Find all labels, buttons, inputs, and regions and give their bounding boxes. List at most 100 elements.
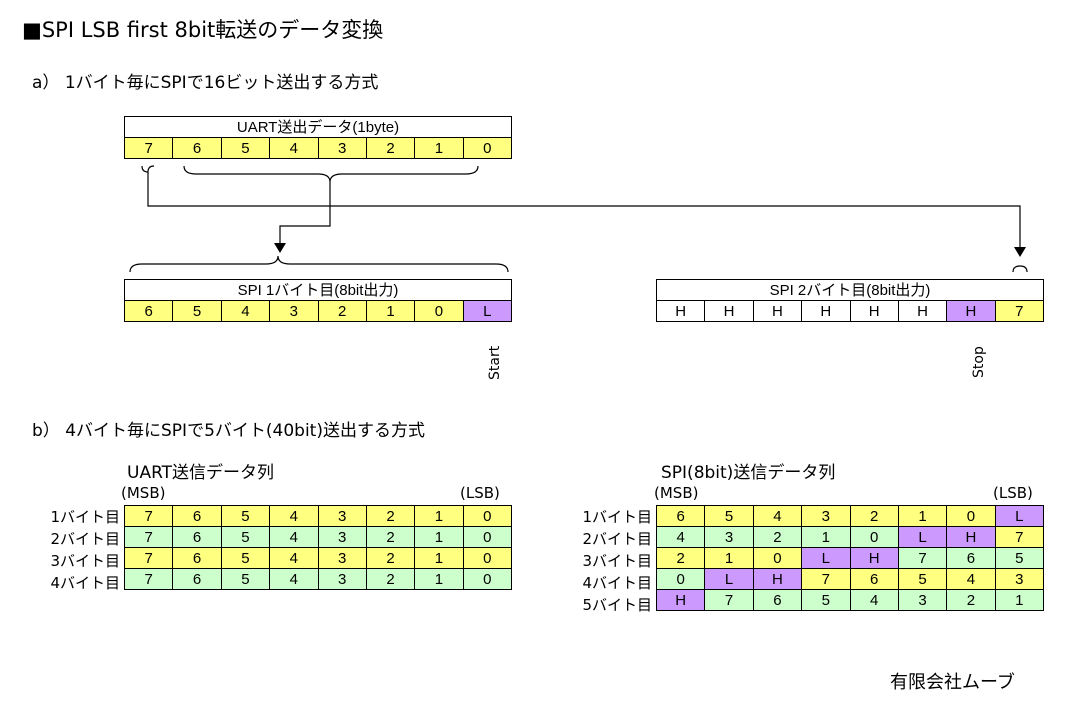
uart-sequence-title: UART送信データ列 bbox=[127, 463, 275, 483]
table-cell: 2 bbox=[365, 547, 416, 569]
table-row: 7 6 5 4 3 2 1 0 bbox=[123, 505, 513, 527]
bit7-route-line bbox=[147, 172, 1021, 248]
table-cell: 0 bbox=[655, 568, 706, 590]
table-cell: 6 bbox=[946, 547, 996, 569]
table-cell: 4 bbox=[269, 547, 319, 569]
table-cell: 1 bbox=[801, 526, 851, 548]
table-cell: 0 bbox=[946, 505, 996, 527]
table-cell: 5 bbox=[220, 568, 271, 590]
table-cell: 5 bbox=[801, 589, 851, 611]
spi-msb-label: (MSB) bbox=[654, 484, 699, 502]
table-row: 7 6 5 4 3 2 1 0 bbox=[123, 547, 513, 569]
table-cell: 5 bbox=[220, 547, 271, 569]
spi2-bit-cell: H bbox=[849, 300, 899, 322]
uart-byte-caption: UART送出データ(1byte) bbox=[124, 116, 512, 138]
table-row: 0 L H 7 6 5 4 3 bbox=[655, 568, 1045, 590]
table-cell: L bbox=[994, 505, 1045, 527]
spi2-bit-cell: H bbox=[655, 300, 706, 322]
table-cell: 3 bbox=[704, 526, 754, 548]
table-cell: 6 bbox=[655, 505, 706, 527]
table-cell: 3 bbox=[317, 568, 367, 590]
table-cell: 7 bbox=[123, 568, 174, 590]
spi1-top-brace bbox=[129, 255, 509, 273]
table-cell: 4 bbox=[752, 505, 803, 527]
table-cell: 2 bbox=[365, 526, 416, 548]
table-cell: 6 bbox=[172, 547, 222, 569]
uart-sequence-table: 7 6 5 4 3 2 1 0 7 6 5 4 3 2 1 0 7 6 5 4 … bbox=[123, 505, 513, 590]
table-cell: 0 bbox=[849, 526, 899, 548]
table-cell: H bbox=[849, 547, 899, 569]
spi1-bit-cell: 0 bbox=[414, 300, 464, 322]
table-cell: 7 bbox=[123, 526, 174, 548]
table-cell: 6 bbox=[752, 589, 803, 611]
table-cell: 7 bbox=[704, 589, 754, 611]
table-cell: 1 bbox=[414, 547, 464, 569]
spi-row-label: 2バイト目 bbox=[582, 530, 652, 548]
table-cell: 1 bbox=[414, 505, 464, 527]
spi2-bit-cell: H bbox=[801, 300, 851, 322]
spi2-bit-cell: H bbox=[704, 300, 754, 322]
table-cell: 0 bbox=[462, 505, 513, 527]
spi-byte1-caption: SPI 1バイト目(8bit出力) bbox=[124, 279, 512, 301]
bits-6-0-brace bbox=[183, 165, 479, 183]
table-cell: 3 bbox=[317, 547, 367, 569]
table-cell: 7 bbox=[123, 547, 174, 569]
table-cell: 6 bbox=[172, 505, 222, 527]
table-cell: 1 bbox=[897, 505, 948, 527]
spi-byte2-caption: SPI 2バイト目(8bit出力) bbox=[656, 279, 1044, 301]
table-cell: 5 bbox=[704, 505, 754, 527]
table-cell: 3 bbox=[897, 589, 948, 611]
table-row: 2 1 0 L H 7 6 5 bbox=[655, 547, 1045, 569]
company-name: 有限会社ムーブ bbox=[890, 672, 1015, 693]
table-row: 7 6 5 4 3 2 1 0 bbox=[123, 568, 513, 590]
spi2-bit-cell: H bbox=[752, 300, 803, 322]
uart-lsb-label: (LSB) bbox=[460, 484, 500, 502]
spi-sequence-table: 6 5 4 3 2 1 0 L 4 3 2 1 0 L H 7 2 1 0 L … bbox=[655, 505, 1045, 611]
table-cell: 2 bbox=[365, 568, 416, 590]
table-cell: 1 bbox=[994, 589, 1045, 611]
uart-bit-cell: 6 bbox=[172, 137, 222, 159]
uart-byte-table: UART送出データ(1byte) 7 6 5 4 3 2 1 0 bbox=[123, 116, 513, 159]
table-cell: 4 bbox=[849, 589, 899, 611]
table-cell: 5 bbox=[220, 505, 271, 527]
table-cell: 1 bbox=[704, 547, 754, 569]
table-row: 7 6 5 4 3 2 1 0 bbox=[123, 526, 513, 548]
table-cell: 7 bbox=[994, 526, 1045, 548]
table-cell: 4 bbox=[269, 526, 319, 548]
uart-bit-cell: 2 bbox=[365, 137, 416, 159]
table-cell: L bbox=[704, 568, 754, 590]
table-cell: 3 bbox=[801, 505, 851, 527]
stop-label: Stop bbox=[971, 346, 987, 378]
uart-row-label: 3バイト目 bbox=[50, 552, 120, 570]
arrow-to-spi1 bbox=[274, 243, 286, 253]
uart-row-label: 4バイト目 bbox=[50, 574, 120, 592]
uart-bit-cell: 4 bbox=[269, 137, 319, 159]
table-cell: 7 bbox=[123, 505, 174, 527]
table-cell: 7 bbox=[801, 568, 851, 590]
table-cell: 5 bbox=[994, 547, 1045, 569]
table-cell: 0 bbox=[752, 547, 803, 569]
bits-route-line bbox=[279, 182, 331, 244]
table-cell: 1 bbox=[414, 568, 464, 590]
table-cell: 6 bbox=[172, 526, 222, 548]
table-cell: L bbox=[801, 547, 851, 569]
spi-row-label: 5バイト目 bbox=[582, 596, 652, 614]
spi2-bit-cell: H bbox=[897, 300, 948, 322]
uart-bit-cell: 0 bbox=[462, 137, 513, 159]
uart-row-label: 1バイト目 bbox=[50, 508, 120, 526]
table-cell: 6 bbox=[849, 568, 899, 590]
page-title: ■SPI LSB first 8bit転送のデータ変換 bbox=[22, 18, 384, 42]
table-cell: 1 bbox=[414, 526, 464, 548]
bit7-brace bbox=[141, 165, 155, 173]
table-cell: 3 bbox=[317, 526, 367, 548]
spi1-bit-cell: 2 bbox=[317, 300, 367, 322]
uart-bit-cell: 7 bbox=[123, 137, 174, 159]
table-cell: H bbox=[946, 526, 996, 548]
start-label: Start bbox=[487, 345, 503, 380]
table-cell: 4 bbox=[655, 526, 706, 548]
spi-row-label: 3バイト目 bbox=[582, 552, 652, 570]
table-cell: 5 bbox=[897, 568, 948, 590]
uart-bit-cell: 3 bbox=[317, 137, 367, 159]
spi2-stop-bit-cell: H bbox=[946, 300, 996, 322]
table-cell: 0 bbox=[462, 547, 513, 569]
